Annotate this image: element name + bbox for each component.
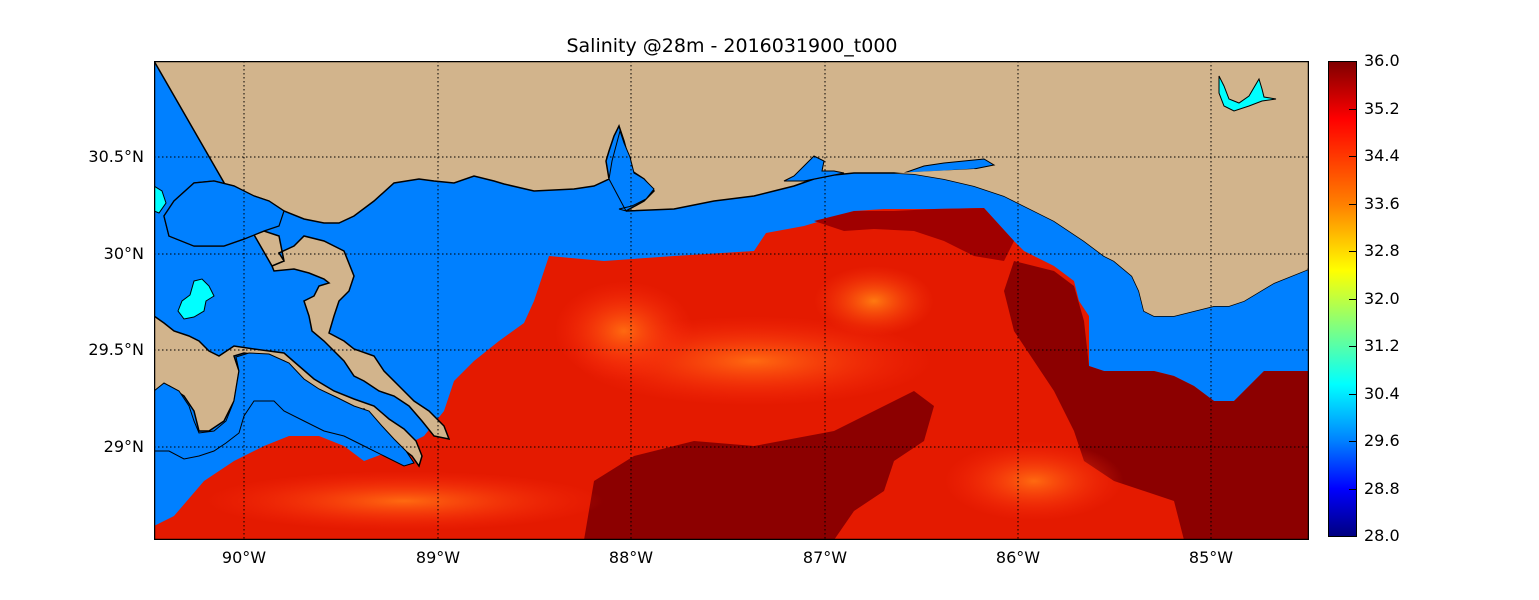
pensacola-bay xyxy=(783,155,845,182)
colorbar-tick-label: 36.0 xyxy=(1364,51,1400,70)
colorbar-tick-mark xyxy=(1349,156,1357,157)
land-west xyxy=(154,352,415,467)
salinity-map[interactable] xyxy=(154,61,1309,540)
shelf-edge xyxy=(554,281,694,381)
y-tick-label: 29.5°N xyxy=(88,340,144,359)
colorbar-tick-mark xyxy=(1349,298,1357,300)
y-tick-label: 30°N xyxy=(103,244,144,263)
colorbar-tick-label: 32.0 xyxy=(1364,288,1400,308)
y-tick-label: 29°N xyxy=(103,437,144,456)
colorbar-tick-label: 30.4 xyxy=(1364,383,1400,403)
lake-pontchartrain xyxy=(163,180,285,247)
mobile-bay xyxy=(608,129,655,212)
lake-west-cyan xyxy=(154,185,167,214)
colorbar-tick-label: 34.4 xyxy=(1364,146,1400,165)
x-tick-label: 90°W xyxy=(221,548,267,567)
map-frame xyxy=(154,61,1309,540)
colorbar-tick-mark xyxy=(1349,61,1357,62)
colorbar-tick-label: 32.8 xyxy=(1364,241,1400,260)
x-tick-label: 88°W xyxy=(608,548,654,567)
high-salinity-east xyxy=(1004,261,1309,540)
colorbar-tick-label: 35.2 xyxy=(1364,98,1400,118)
map-title: Salinity @28m - 2016031900_t000 xyxy=(566,35,898,57)
colorbar-tick-label: 31.2 xyxy=(1364,336,1400,355)
colorbar-tick-label: 28.8 xyxy=(1364,478,1400,498)
colorbar-tick-mark xyxy=(1349,251,1357,252)
map-canvas xyxy=(154,61,1309,540)
x-tick-label: 85°W xyxy=(1188,548,1234,567)
colorbar-tick-mark xyxy=(1349,346,1357,347)
high-salinity-north xyxy=(814,208,1014,261)
graticule xyxy=(154,61,1309,540)
colorbar-tick-mark xyxy=(1349,203,1357,205)
x-tick-label: 87°W xyxy=(802,548,848,567)
colorbar-tick-mark xyxy=(1349,488,1357,490)
colorbar-tick-mark xyxy=(1349,108,1357,110)
colorbar-tick-label: 29.6 xyxy=(1364,431,1400,450)
colorbar-tick-label: 28.0 xyxy=(1364,526,1400,545)
colorbar-tick-mark xyxy=(1349,536,1357,537)
colorbar-tick-mark xyxy=(1349,441,1357,442)
lake-east-cyan xyxy=(1218,75,1277,112)
x-tick-label: 86°W xyxy=(995,548,1041,567)
plume-front xyxy=(944,441,1124,521)
plume-band xyxy=(204,471,604,531)
colorbar-tick-mark xyxy=(1349,393,1357,395)
high-salinity-south xyxy=(584,391,934,540)
y-tick-label: 30.5°N xyxy=(88,147,144,166)
colorbar-tick-label: 33.6 xyxy=(1364,193,1400,213)
x-tick-label: 89°W xyxy=(415,548,461,567)
eddy-core xyxy=(814,266,934,336)
lake-salvador xyxy=(177,278,215,320)
